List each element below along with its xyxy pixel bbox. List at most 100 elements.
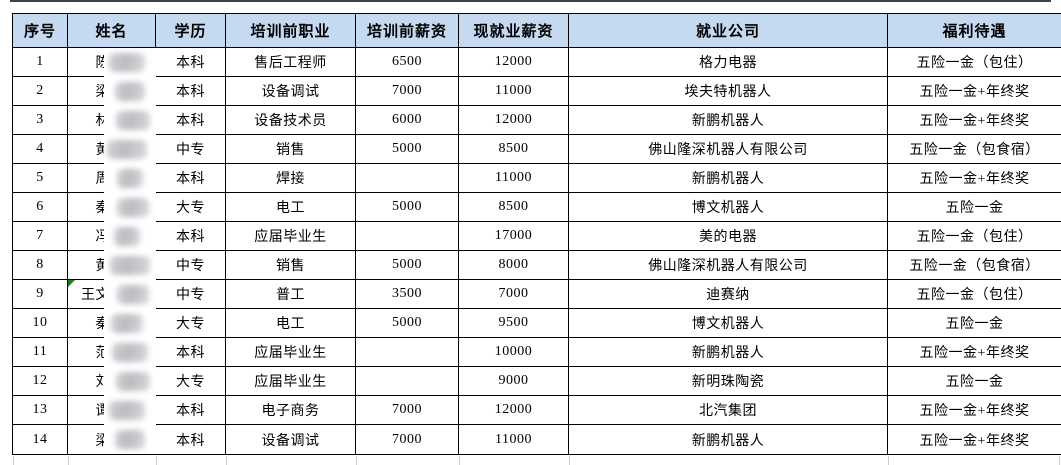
cell-current_salary: 8500 <box>459 193 569 222</box>
cell-prev_salary: 3500 <box>356 280 459 309</box>
cell-benefits: 五险一金+年终奖 <box>888 106 1061 135</box>
cell-current_salary: 17000 <box>459 222 569 251</box>
cell-company: 埃夫特机器人 <box>569 77 888 106</box>
redacted-name-blob <box>104 367 156 396</box>
column-header-current_salary: 现就业薪资 <box>459 14 569 48</box>
redacted-name-blob <box>104 222 156 251</box>
surname-text: 王文 <box>81 288 110 303</box>
gridline-stub <box>459 456 460 465</box>
cell-benefits: 五险一金+年终奖 <box>888 396 1061 425</box>
cell-current_salary: 11000 <box>459 425 569 454</box>
cell-company: 新明珠陶瓷 <box>569 367 888 396</box>
cell-index: 3 <box>13 106 68 135</box>
cell-prev_salary: 7000 <box>356 425 459 454</box>
cell-company: 美的电器 <box>569 222 888 251</box>
cell-benefits: 五险一金（包住） <box>888 48 1061 77</box>
column-header-benefits: 福利待遇 <box>888 14 1061 48</box>
cell-index: 10 <box>13 309 68 338</box>
cell-company: 佛山隆深机器人有限公司 <box>569 251 888 280</box>
cell-company: 博文机器人 <box>569 193 888 222</box>
cell-prev_job: 设备技术员 <box>226 106 356 135</box>
table-row: 3 林本科 设备技术员 6000 12000 新鹏机器人 五险一金+年终奖 <box>13 106 1061 135</box>
column-header-name: 姓名 <box>68 14 156 48</box>
cell-prev_salary <box>356 338 459 367</box>
cell-prev_salary: 6500 <box>356 48 459 77</box>
cell-current_salary: 12000 <box>459 48 569 77</box>
table-row: 7 冯本科 应届毕业生 17000 美的电器 五险一金（包住） <box>13 222 1061 251</box>
cell-prev_job: 应届毕业生 <box>226 338 356 367</box>
cell-prev_salary: 7000 <box>356 77 459 106</box>
cell-prev_salary: 6000 <box>356 106 459 135</box>
cell-education: 中专 <box>156 251 226 280</box>
cell-prev_job: 应届毕业生 <box>226 367 356 396</box>
gridline-stub <box>156 456 157 465</box>
cell-company: 博文机器人 <box>569 309 888 338</box>
cell-current_salary: 9000 <box>459 367 569 396</box>
cell-company: 新鹏机器人 <box>569 338 888 367</box>
cell-prev_job: 销售 <box>226 251 356 280</box>
cell-prev_salary <box>356 164 459 193</box>
cell-prev_salary <box>356 222 459 251</box>
cell-index: 6 <box>13 193 68 222</box>
employment-outcomes-table: 序号 姓名 学历 培训前职业 培训前薪资 现就业薪资 就业公司 福利待遇 1 陈本科 售后工程师 6… <box>12 13 1061 455</box>
cell-prev_job: 电工 <box>226 193 356 222</box>
cell-benefits: 五险一金（包住） <box>888 280 1061 309</box>
cell-index: 1 <box>13 48 68 77</box>
cell-prev_salary: 5000 <box>356 309 459 338</box>
cell-prev_salary <box>356 367 459 396</box>
cell-prev_job: 焊接 <box>226 164 356 193</box>
cell-education: 中专 <box>156 135 226 164</box>
cell-benefits: 五险一金+年终奖 <box>919 433 1030 449</box>
gridline-stub <box>68 456 69 465</box>
cell-prev_job: 电工 <box>226 309 356 338</box>
cell-education: 中专 <box>156 280 226 309</box>
redacted-name-blob <box>104 135 156 164</box>
redacted-name-blob <box>104 396 156 425</box>
table-row: 9 王文 中专 普工 3500 7000 迪赛纳 五险一金（包住） <box>13 280 1061 309</box>
table-row: 10 秦大专 电工 5000 9500 博文机器人 五险一金 <box>13 309 1061 338</box>
cell-education: 本科 <box>156 164 226 193</box>
cell-benefits: 五险一金+年终奖 <box>888 77 1061 106</box>
cell-current_salary: 11000 <box>459 164 569 193</box>
cell-current_salary: 9500 <box>459 309 569 338</box>
cell-company: 新鹏机器人 <box>569 106 888 135</box>
table-row: 12 刘大专 应届毕业生 9000 新明珠陶瓷 五险一金 <box>13 367 1061 396</box>
cell-prev_salary: 5000 <box>356 135 459 164</box>
cell-index: 12 <box>13 367 68 396</box>
redacted-name-blob <box>104 164 156 193</box>
cell-prev_job: 设备调试 <box>226 425 356 454</box>
column-header-company: 就业公司 <box>569 14 888 48</box>
column-header-education: 学历 <box>156 14 226 48</box>
table-row: 6 秦大专 电工 5000 8500 博文机器人 五险一金 <box>13 193 1061 222</box>
cell-current_salary: 10000 <box>459 338 569 367</box>
cell-benefits: 五险一金 <box>888 309 1061 338</box>
gridline-stub <box>226 456 227 465</box>
cell-index: 13 <box>13 396 68 425</box>
cell-index: 14 <box>13 425 68 454</box>
cell-company: 格力电器 <box>569 48 888 77</box>
redacted-name-blob <box>104 425 156 454</box>
cell-index: 11 <box>13 338 68 367</box>
cell-index: 5 <box>13 164 68 193</box>
cell-prev_job: 设备调试 <box>226 77 356 106</box>
gridline-stub <box>888 456 889 465</box>
cell-education: 本科 <box>156 425 226 454</box>
cell-prev_job: 售后工程师 <box>226 48 356 77</box>
redacted-name-blob <box>104 77 156 106</box>
cell-education: 大专 <box>156 193 226 222</box>
cell-benefits: 五险一金 <box>888 193 1061 222</box>
redacted-name-blob <box>104 309 156 338</box>
cell-education: 本科 <box>156 338 226 367</box>
cell-education: 本科 <box>156 106 226 135</box>
cell-current_salary: 8500 <box>459 135 569 164</box>
cell-prev_job: 销售 <box>226 135 356 164</box>
table-row: 13 谭本科 电子商务 7000 12000 北汽集团 五险一金+年终奖 <box>13 396 1061 425</box>
table-row: 1 陈本科 售后工程师 6500 12000 格力电器 五险一金（包住） <box>13 48 1061 77</box>
cell-company: 新鹏机器人 <box>569 425 888 454</box>
cell-current_salary: 11000 <box>459 77 569 106</box>
cell-benefits: 五险一金 <box>888 367 1061 396</box>
redacted-name-blob <box>104 280 156 309</box>
cell-education: 本科 <box>156 77 226 106</box>
cell-prev_job: 电子商务 <box>226 396 356 425</box>
